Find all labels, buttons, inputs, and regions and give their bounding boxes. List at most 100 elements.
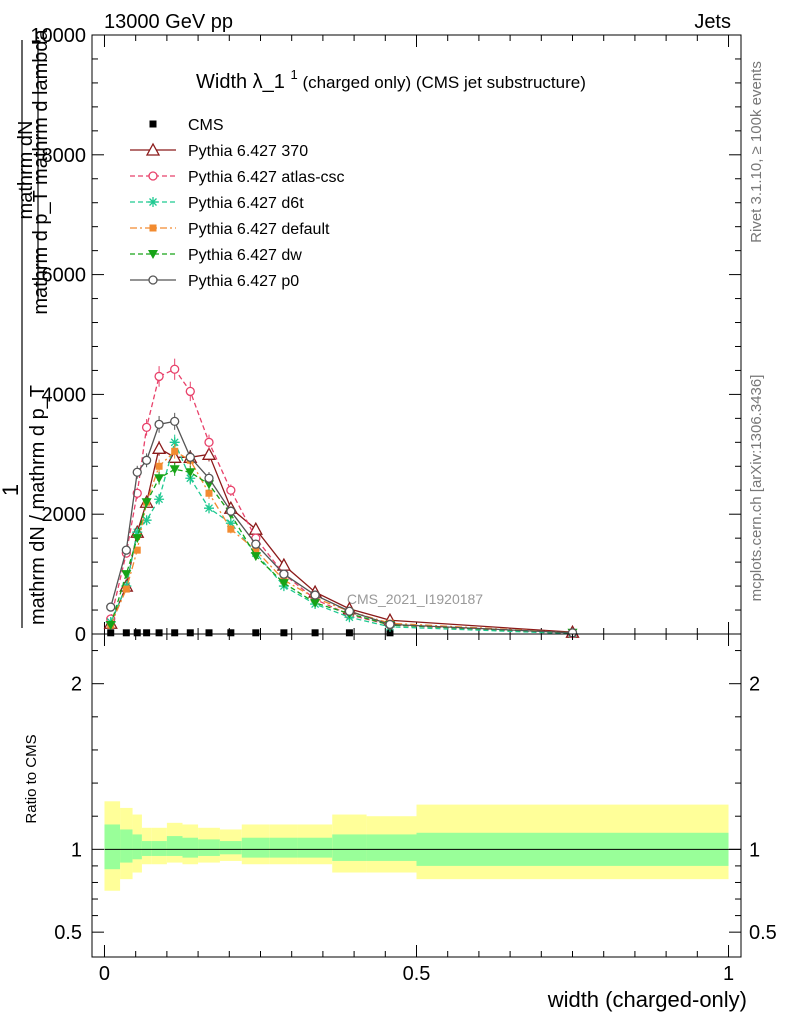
point-p0 — [344, 606, 355, 616]
ratio-y-axis-label: Ratio to CMS — [23, 734, 40, 823]
point-p0 — [226, 506, 236, 516]
point-p0 — [132, 467, 142, 477]
x-axis-label: width (charged-only) — [547, 987, 747, 1012]
point-cms — [133, 629, 141, 637]
point-dw — [141, 498, 152, 508]
main-ylabel: 1 mathrm dN mathrm d p_T mathrm d lambda… — [0, 28, 52, 628]
point-atlas_csc — [185, 386, 195, 397]
point-cms — [345, 629, 353, 637]
uncertainty-band-inner — [241, 837, 270, 858]
uncertainty-band-inner — [297, 837, 333, 858]
point-default — [227, 525, 235, 533]
point-d6t — [141, 515, 152, 526]
uncertainty-band-inner — [132, 834, 142, 860]
point-p370 — [201, 446, 217, 460]
point-cms — [171, 629, 179, 637]
point-p0 — [106, 602, 116, 612]
legend-label-cms: CMS — [188, 117, 224, 134]
point-cms — [143, 629, 151, 637]
main-ytick-label: 8000 — [42, 145, 87, 167]
point-atlas_csc — [141, 422, 152, 432]
point-default — [252, 546, 260, 554]
point-cms — [280, 629, 288, 637]
uncertainty-band-inner — [120, 829, 133, 863]
legend: CMS Pythia 6.427 370 Pythia 6.427 atlas-cs… — [130, 117, 345, 290]
ylabel-left: mathrm dN / mathrm d p_T — [27, 385, 49, 625]
uncertainty-band-inner — [332, 834, 367, 861]
legend-label-default: Pythia 6.427 default — [188, 221, 330, 238]
point-dw — [154, 474, 165, 484]
point-p0 — [141, 455, 152, 465]
point-dw — [169, 465, 180, 475]
ratio-ytick-label-right: 2 — [749, 674, 760, 696]
uncertainty-band-inner — [198, 839, 220, 856]
point-p0 — [170, 416, 180, 427]
point-default — [155, 462, 163, 470]
point-p0 — [185, 452, 195, 462]
ylabel-den: mathrm d p_T mathrm d lambda — [30, 28, 52, 314]
uncertainty-band-inner — [182, 837, 199, 858]
series-atlas_csc — [106, 358, 578, 639]
point-cms — [386, 629, 394, 637]
point-p0 — [310, 590, 320, 600]
main-ytick-label: 2000 — [42, 504, 87, 526]
point-p0 — [279, 569, 289, 579]
point-dw — [185, 468, 196, 478]
point-d6t — [132, 527, 143, 538]
uncertainty-band-inner — [151, 841, 167, 856]
point-cms — [186, 629, 194, 637]
point-cms — [205, 629, 213, 637]
uncertainty-band-inner — [366, 834, 417, 861]
ylabel-num: mathrm dN — [15, 121, 37, 220]
ylabel-top: 1 — [0, 484, 23, 496]
legend-marker-d6t — [148, 197, 158, 207]
legend-label-dw: Pythia 6.427 dw — [188, 247, 302, 264]
point-atlas_csc — [154, 371, 164, 382]
point-default — [133, 546, 141, 554]
legend-label-d6t: Pythia 6.427 d6t — [188, 195, 304, 212]
header-right: Jets — [694, 11, 731, 33]
point-dw — [121, 570, 132, 580]
legend-marker-atlas_csc — [148, 171, 158, 181]
point-dw — [250, 552, 261, 562]
point-cms — [311, 629, 319, 637]
main-ytick-label: 4000 — [42, 384, 87, 406]
point-p370 — [151, 440, 167, 454]
point-dw — [105, 621, 116, 631]
point-default — [122, 585, 130, 593]
point-atlas_csc — [170, 364, 180, 374]
ratio-ytick-label: 2 — [71, 674, 82, 696]
point-cms — [107, 629, 115, 637]
header-left: 13000 GeV pp — [104, 11, 233, 33]
main-ytick-label: 0 — [75, 624, 86, 646]
legend-label-p0: Pythia 6.427 p0 — [188, 273, 299, 290]
ratio-xtick-label: 0.5 — [403, 963, 431, 985]
ratio-frame — [91, 633, 742, 958]
point-dw — [310, 598, 321, 608]
series-p0 — [106, 412, 578, 638]
chart-title: Width λ_1 1 (charged only) (CMS jet subs… — [196, 67, 586, 93]
ratio-ytick-label: 0.5 — [54, 922, 82, 944]
legend-marker-dw — [148, 250, 158, 259]
ratio-ytick-label-right: 1 — [749, 839, 760, 861]
legend-marker-cms — [149, 120, 157, 128]
main-ytick-label: 10000 — [30, 25, 86, 47]
point-dw — [278, 579, 289, 589]
point-p0 — [204, 473, 214, 483]
point-d6t — [225, 518, 236, 529]
watermark: CMS_2021_I1920187 — [347, 591, 483, 607]
point-cms — [122, 629, 130, 637]
point-dw — [132, 534, 143, 544]
point-p0 — [385, 619, 395, 630]
series-line-atlas_csc — [110, 368, 573, 635]
point-default — [171, 447, 179, 455]
point-atlas_csc — [204, 437, 214, 447]
series-line-p370 — [110, 447, 573, 633]
point-default — [205, 489, 213, 497]
main-panel: 0 2000 4000 6000 8000 10000 Width λ_1 1 (charg… — [30, 25, 742, 646]
legend-label-p370: Pythia 6.427 370 — [188, 143, 308, 160]
point-d6t — [169, 437, 180, 448]
legend-marker-p0 — [148, 275, 158, 285]
